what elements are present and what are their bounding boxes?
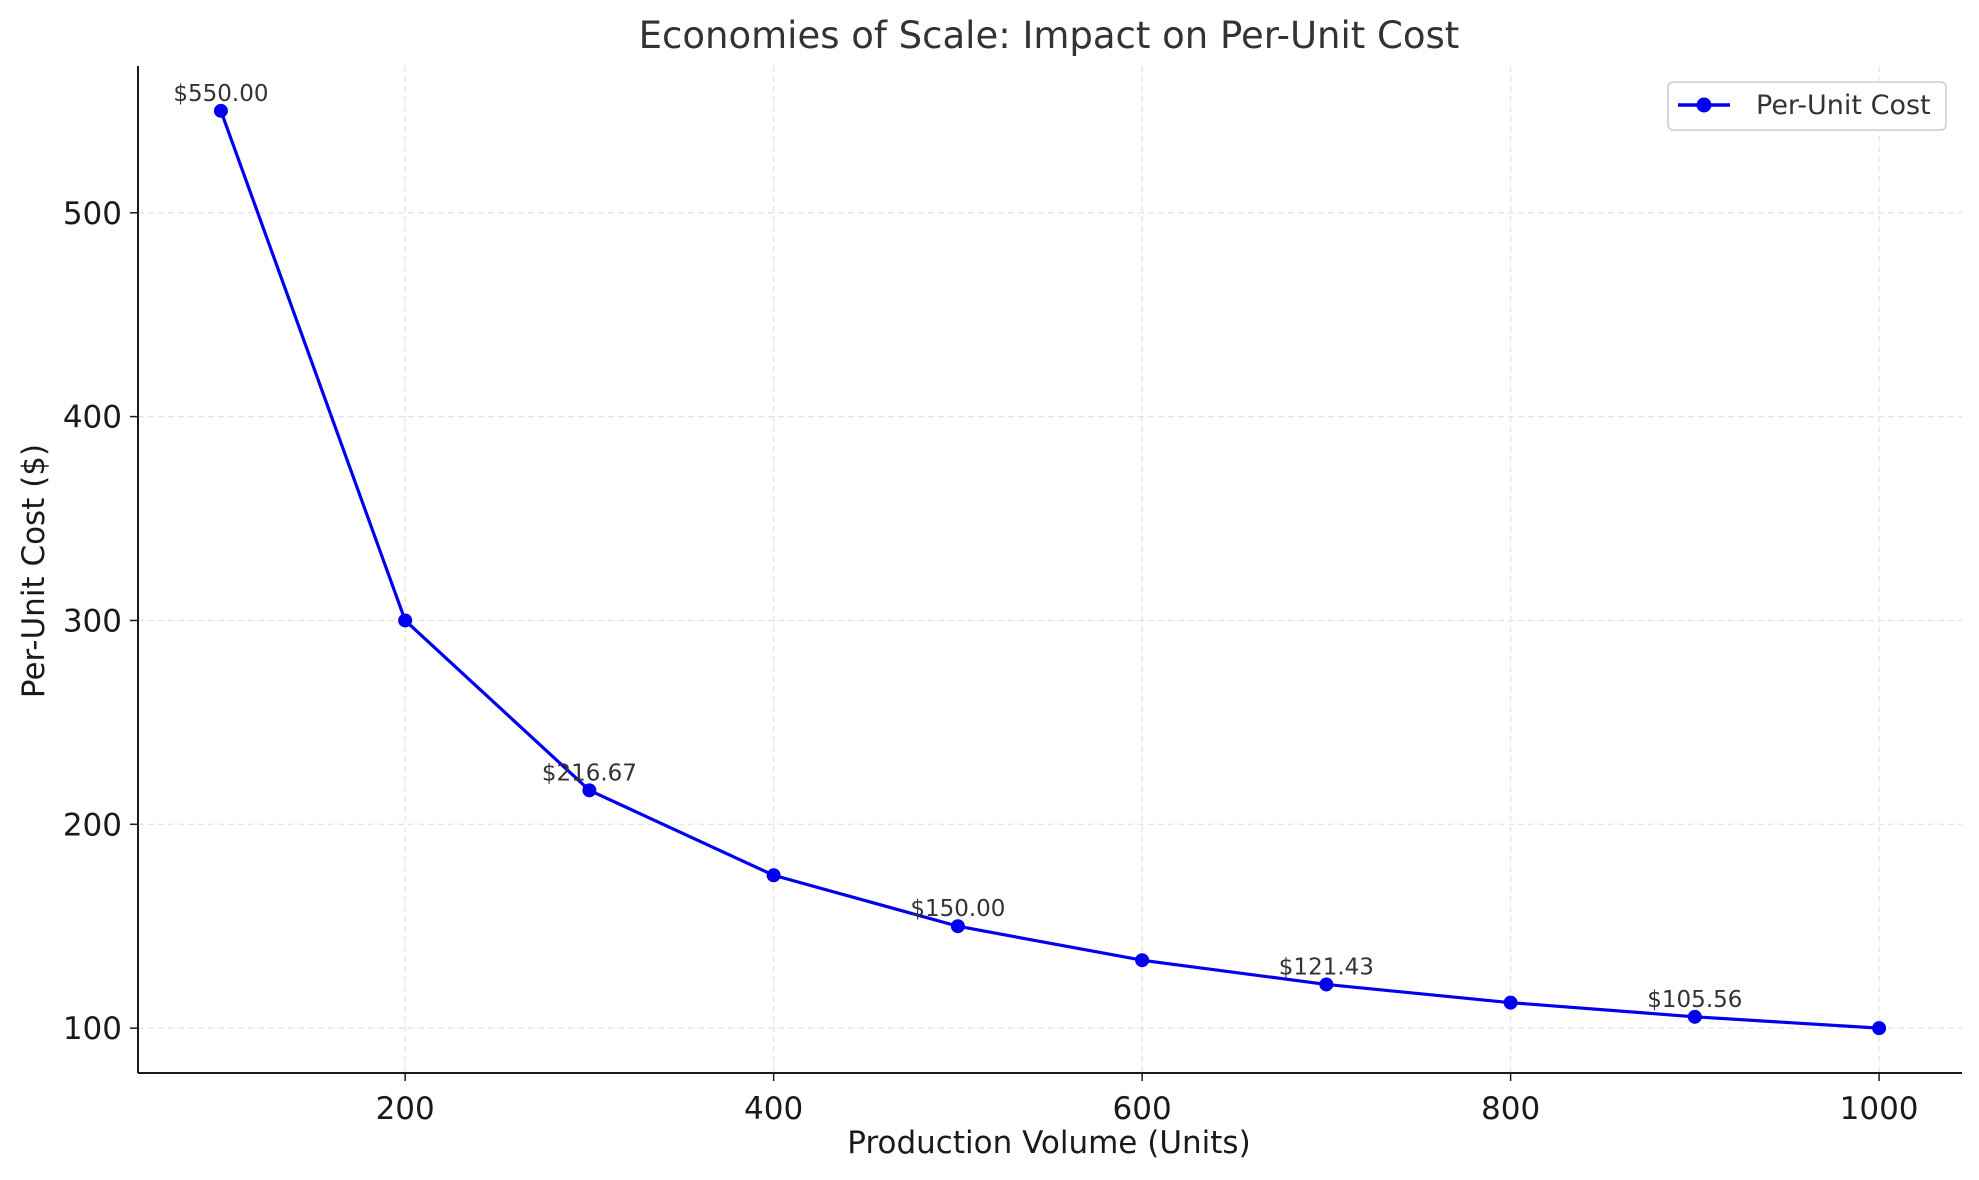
x-axis-label: Production Volume (Units) — [847, 1125, 1250, 1161]
y-tick-label: 400 — [63, 400, 122, 436]
axes — [137, 66, 1962, 1074]
chart-title: Economies of Scale: Impact on Per-Unit C… — [639, 14, 1460, 57]
data-point — [582, 783, 597, 798]
y-axis-label: Per-Unit Cost ($) — [16, 444, 52, 698]
y-tick-label: 500 — [63, 196, 122, 232]
data-point — [1872, 1021, 1887, 1036]
legend-box — [1667, 81, 1947, 131]
data-label: $121.43 — [1279, 954, 1374, 980]
y-tick-label: 300 — [63, 603, 122, 639]
series — [213, 103, 1887, 1036]
data-point — [1135, 953, 1150, 968]
data-point — [213, 103, 228, 118]
x-tick-label: 1000 — [1840, 1091, 1919, 1127]
data-point — [1319, 977, 1334, 992]
data-point — [1687, 1009, 1702, 1024]
data-point — [398, 613, 413, 628]
data-point — [950, 919, 965, 934]
data-point — [766, 868, 781, 883]
x-tick-label: 200 — [376, 1091, 435, 1127]
x-tick-label: 600 — [1113, 1091, 1172, 1127]
series-line — [219, 110, 1880, 1030]
data-labels: $550.00 $216.67 $150.00 $121.43 $105.56 — [173, 81, 1742, 1013]
legend-entry-per-unit-cost: Per-Unit Cost — [1756, 90, 1931, 121]
data-point — [1503, 995, 1518, 1010]
legend: Per-Unit Cost — [1667, 81, 1947, 131]
data-label: $105.56 — [1647, 987, 1742, 1013]
ticks: 200 400 600 800 1000 100 200 300 400 500 — [63, 196, 1919, 1127]
x-tick-label: 400 — [744, 1091, 803, 1127]
data-label: $216.67 — [542, 760, 637, 786]
y-tick-label: 100 — [63, 1011, 122, 1047]
x-tick-label: 800 — [1481, 1091, 1540, 1127]
legend-marker — [1696, 97, 1712, 113]
y-tick-label: 200 — [63, 807, 122, 843]
grid — [138, 66, 1962, 1073]
data-label: $550.00 — [173, 81, 268, 107]
data-label: $150.00 — [910, 896, 1005, 922]
